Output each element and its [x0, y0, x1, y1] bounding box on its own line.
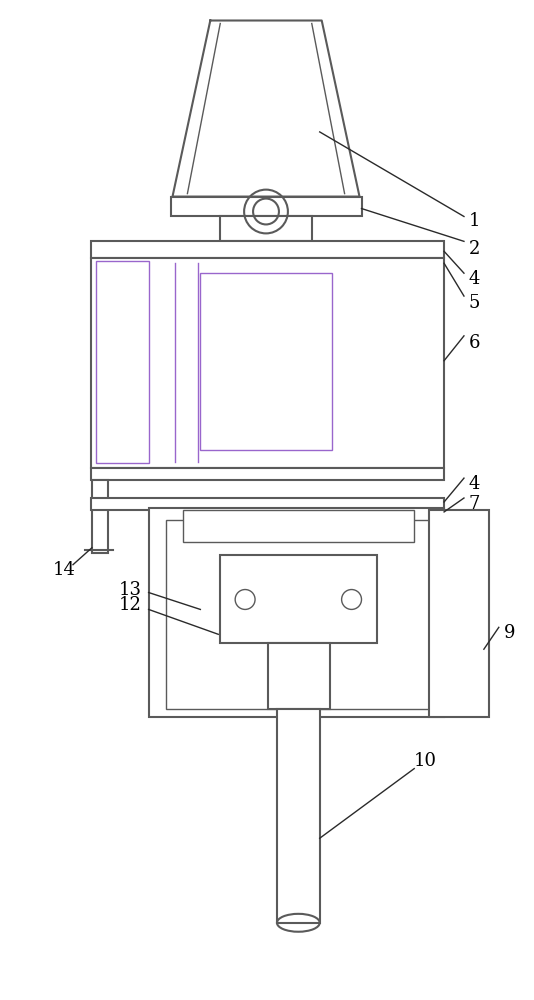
Text: 9: 9	[504, 624, 515, 642]
Bar	[429, 510, 489, 717]
Text: 13: 13	[119, 581, 142, 599]
Text: 1: 1	[469, 212, 481, 230]
Bar	[92, 480, 108, 553]
Bar	[184, 510, 414, 542]
Bar	[200, 273, 332, 450]
Bar	[166, 520, 429, 709]
Bar	[91, 498, 444, 510]
Bar	[170, 197, 362, 216]
Text: 5: 5	[469, 294, 480, 312]
Bar	[91, 241, 444, 258]
Text: 7: 7	[469, 495, 480, 513]
Text: 2: 2	[469, 240, 480, 258]
Text: 4: 4	[469, 270, 480, 288]
Bar	[148, 508, 444, 717]
Text: 12: 12	[119, 596, 142, 614]
Bar	[268, 643, 329, 709]
Text: 6: 6	[469, 334, 481, 352]
Text: 4: 4	[469, 475, 480, 493]
Bar	[91, 468, 444, 480]
Bar	[96, 261, 148, 463]
Bar	[277, 709, 320, 923]
Bar	[220, 216, 312, 241]
Text: 10: 10	[414, 752, 437, 770]
Text: 14: 14	[53, 561, 76, 579]
Bar	[220, 555, 378, 643]
Polygon shape	[172, 21, 359, 197]
Bar	[91, 258, 444, 468]
